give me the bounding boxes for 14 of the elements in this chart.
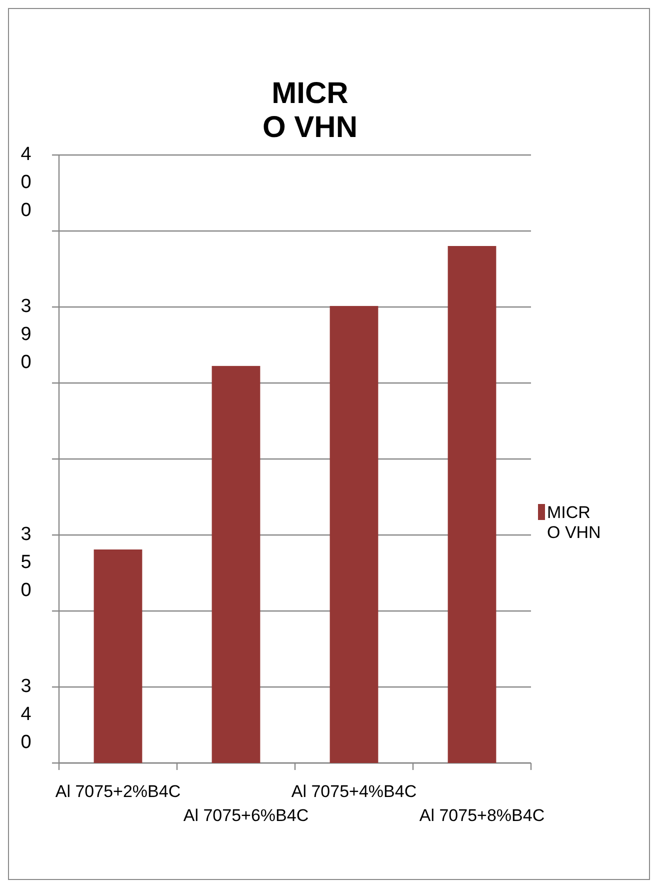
bar [212, 366, 260, 763]
legend-label: MICRO VHN [547, 503, 601, 542]
x-tick-label: Al 7075+8%B4C [419, 806, 545, 825]
text: 340 [20, 676, 32, 753]
chart-title: MICRO VHN [262, 77, 358, 144]
x-tick-label: Al 7075+2%B4C [55, 782, 181, 801]
bar [94, 549, 142, 763]
text: 350 [20, 524, 32, 601]
text: 390 [20, 296, 32, 373]
text: 400 [20, 144, 32, 221]
x-tick-label: Al 7075+4%B4C [291, 782, 417, 801]
bar [448, 246, 496, 763]
x-tick-label: Al 7075+6%B4C [183, 806, 309, 825]
bar [330, 306, 378, 763]
